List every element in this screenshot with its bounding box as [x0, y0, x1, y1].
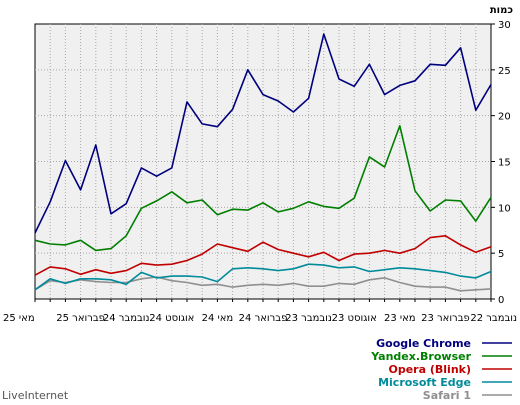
legend-label: Google Chrome: [376, 337, 471, 350]
series-lines: [34, 33, 492, 292]
legend-label: Opera (Blink): [389, 363, 472, 376]
y-axis-label: כמות: [490, 5, 514, 16]
y-axis: 0 5 10 15 20 25 30: [491, 20, 511, 306]
legend-label: Microsoft Edge: [378, 376, 471, 389]
watermark: LiveInternet: [2, 389, 69, 402]
x-tick-label: פברואר 23: [421, 313, 470, 324]
y-tick-label: 0: [498, 295, 504, 306]
y-tick-label: 25: [498, 66, 511, 77]
x-tick-label: פברואר 25: [56, 313, 105, 324]
series-line: [34, 263, 492, 291]
grid-lines: [35, 24, 491, 299]
x-tick-label: מאי 25: [3, 313, 35, 324]
series-line: [34, 235, 492, 276]
y-tick-label: 20: [498, 112, 511, 123]
x-tick-label: מאי 23: [384, 313, 416, 324]
series-line: [34, 125, 492, 252]
y-tick-label: 15: [498, 158, 511, 169]
x-tick-label: נובמבר 23: [285, 313, 332, 324]
series-line: [34, 33, 492, 234]
y-tick-label: 30: [498, 20, 511, 31]
y-tick-label: 5: [498, 249, 504, 260]
x-tick-label: נובמבר 24: [103, 313, 150, 324]
x-tick-label: אוגוסט 23: [332, 313, 377, 324]
y-tick-label: 10: [498, 203, 511, 214]
x-tick-label: אוגוסט 24: [149, 313, 194, 324]
x-tick-label: פברואר 24: [239, 313, 288, 324]
series-line: [34, 276, 492, 292]
x-tick-label: מאי 24: [202, 313, 234, 324]
x-tick-label: נובמבר 22: [470, 313, 517, 324]
legend-label: Safari 1: [423, 389, 471, 402]
legend-label: Yandex.Browser: [370, 350, 471, 363]
